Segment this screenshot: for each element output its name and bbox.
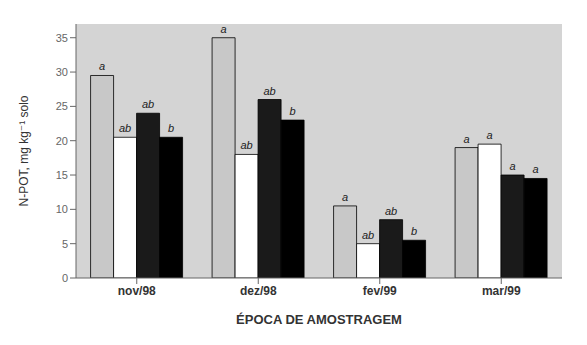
svg-text:30: 30 bbox=[56, 66, 68, 78]
svg-text:20: 20 bbox=[56, 135, 68, 147]
svg-text:a: a bbox=[533, 163, 539, 175]
svg-text:25: 25 bbox=[56, 100, 68, 112]
svg-text:ÉPOCA DE AMOSTRAGEM: ÉPOCA DE AMOSTRAGEM bbox=[236, 312, 402, 327]
svg-text:a: a bbox=[510, 160, 516, 172]
svg-text:ab: ab bbox=[362, 229, 374, 241]
svg-text:fev/99: fev/99 bbox=[363, 284, 397, 298]
svg-text:ab: ab bbox=[240, 139, 252, 151]
svg-text:0: 0 bbox=[62, 272, 68, 284]
svg-text:15: 15 bbox=[56, 169, 68, 181]
svg-text:dez/98: dez/98 bbox=[240, 284, 277, 298]
svg-text:a: a bbox=[464, 133, 470, 145]
svg-text:nov/98: nov/98 bbox=[118, 284, 156, 298]
svg-text:b: b bbox=[168, 122, 174, 134]
svg-text:10: 10 bbox=[56, 203, 68, 215]
svg-text:b: b bbox=[411, 225, 417, 237]
svg-text:a: a bbox=[221, 23, 227, 35]
svg-text:ab: ab bbox=[385, 205, 397, 217]
svg-text:a: a bbox=[342, 191, 348, 203]
svg-text:a: a bbox=[487, 129, 493, 141]
svg-text:ab: ab bbox=[142, 98, 154, 110]
svg-text:N-POT, mg kg⁻¹ solo: N-POT, mg kg⁻¹ solo bbox=[17, 95, 31, 206]
svg-text:ab: ab bbox=[119, 122, 131, 134]
svg-text:mar/99: mar/99 bbox=[482, 284, 521, 298]
svg-text:ab: ab bbox=[263, 85, 275, 97]
svg-text:5: 5 bbox=[62, 238, 68, 250]
svg-text:a: a bbox=[99, 60, 105, 72]
svg-text:35: 35 bbox=[56, 32, 68, 44]
svg-text:b: b bbox=[290, 105, 296, 117]
